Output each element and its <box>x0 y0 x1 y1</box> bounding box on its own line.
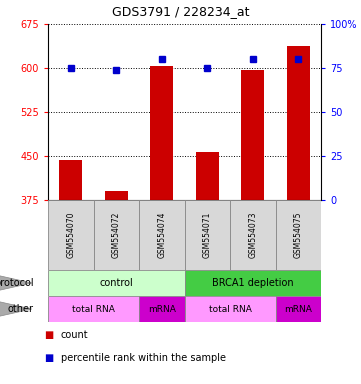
Bar <box>275 296 321 322</box>
Text: GSM554073: GSM554073 <box>248 212 257 258</box>
Text: control: control <box>99 278 133 288</box>
Text: GSM554070: GSM554070 <box>66 212 75 258</box>
Text: mRNA: mRNA <box>284 305 312 313</box>
Text: GSM554075: GSM554075 <box>294 212 303 258</box>
Text: count: count <box>61 330 88 340</box>
Text: GSM554071: GSM554071 <box>203 212 212 258</box>
Bar <box>151 66 173 200</box>
Bar <box>196 152 219 200</box>
Text: other: other <box>8 304 34 314</box>
Bar <box>105 191 128 200</box>
Text: GDS3791 / 228234_at: GDS3791 / 228234_at <box>112 5 249 18</box>
Text: protocol: protocol <box>0 278 34 288</box>
Text: percentile rank within the sample: percentile rank within the sample <box>61 353 226 363</box>
Bar <box>275 200 321 270</box>
Text: GSM554072: GSM554072 <box>112 212 121 258</box>
Bar <box>48 270 184 296</box>
Text: total RNA: total RNA <box>209 305 252 313</box>
Bar <box>230 200 275 270</box>
Bar <box>184 270 321 296</box>
Text: total RNA: total RNA <box>72 305 115 313</box>
Bar <box>139 296 184 322</box>
Bar <box>184 296 275 322</box>
Bar <box>139 200 184 270</box>
Bar <box>287 46 310 200</box>
Bar <box>93 200 139 270</box>
Polygon shape <box>0 302 32 316</box>
Text: BRCA1 depletion: BRCA1 depletion <box>212 278 293 288</box>
Polygon shape <box>0 276 32 290</box>
Bar <box>48 200 93 270</box>
Text: GSM554074: GSM554074 <box>157 212 166 258</box>
Bar <box>48 296 139 322</box>
Text: ■: ■ <box>44 353 54 363</box>
Text: mRNA: mRNA <box>148 305 176 313</box>
Bar <box>59 160 82 200</box>
Bar <box>242 70 264 200</box>
Bar <box>184 200 230 270</box>
Text: ■: ■ <box>44 330 54 340</box>
